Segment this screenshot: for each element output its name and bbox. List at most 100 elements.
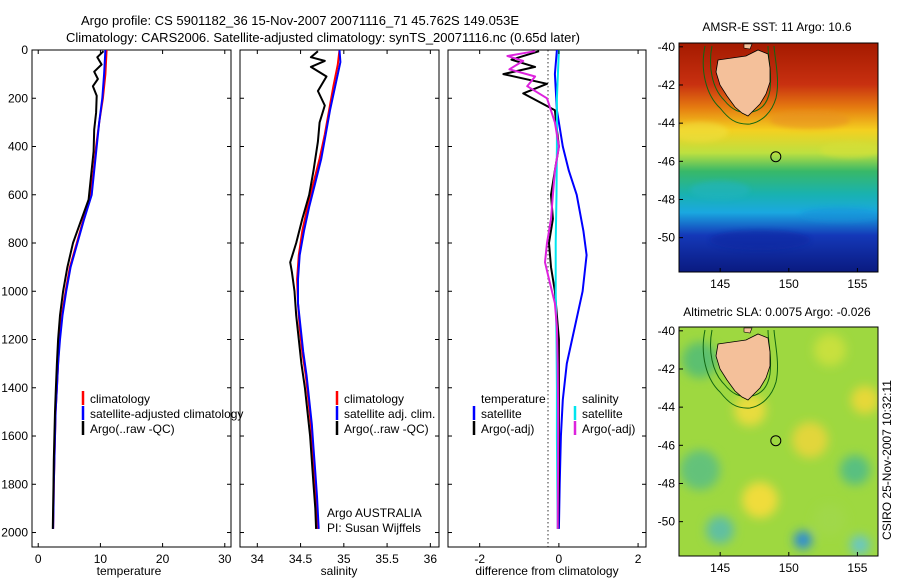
legend-label-temp-argo: Argo(-adj) [481, 422, 534, 436]
x-tick-label: 0 [35, 552, 42, 566]
sst-map-ticks: 145 150 155 -40 -42 -44 -46 -48 -50 [658, 40, 868, 291]
x-tick-label: 10 [94, 552, 108, 566]
y-tick-label: -44 [658, 116, 676, 130]
y-tick-label: -46 [658, 154, 676, 168]
x-tick-label: 36 [424, 552, 438, 566]
sla-map-image [679, 327, 878, 556]
tasmania-landmass [715, 49, 771, 117]
sla-map-overlay [702, 327, 782, 447]
temperature-legend: climatology satellite-adjusted climatolo… [81, 391, 243, 436]
argo-location-marker [770, 151, 782, 163]
sla-map-ticks: 145 150 155 -40 -42 -44 -46 -48 -50 [658, 324, 868, 575]
sst-map-overlay [702, 43, 782, 163]
legend-label-argo: Argo(..raw -QC) [90, 422, 175, 436]
legend-header-salinity: salinity [582, 392, 619, 406]
sst-map-image [679, 43, 878, 272]
legend-label-climatology: climatology [90, 392, 150, 406]
y-tick-label: 400 [8, 140, 28, 154]
difference-legend: temperature satellite Argo(-adj) salinit… [472, 392, 635, 436]
y-tick-label: -44 [658, 400, 676, 414]
series-line-temperature-argo-adj [502, 50, 560, 529]
x-tick-label: 35.5 [375, 552, 399, 566]
legend-label-argo: Argo(..raw -QC) [344, 422, 429, 436]
series-line-salinity-argo-adj [506, 50, 560, 529]
x-tick-label: 35 [337, 552, 351, 566]
y-tick-label: 800 [8, 236, 28, 250]
temperature-axes [31, 49, 232, 548]
salinity-axes [239, 49, 440, 548]
x-tick-label: 145 [710, 277, 730, 291]
salinity-series [289, 50, 342, 529]
argo-location-marker [770, 435, 782, 447]
y-tick-label: 0 [21, 43, 28, 57]
y-tick-label: -42 [658, 78, 676, 92]
legend-label-satellite: satellite-adjusted climatology [90, 407, 243, 421]
figure-title-line1: Argo profile: CS 5901182_36 15-Nov-2007 … [81, 13, 519, 28]
y-tick-label: -50 [658, 231, 676, 245]
temperature-xlabel: temperature [97, 564, 162, 578]
temperature-series [51, 50, 108, 529]
series-line-climatology [296, 50, 341, 529]
y-tick-label: 1000 [1, 284, 28, 298]
side-timestamp: CSIRO 25-Nov-2007 10:32:11 [880, 380, 894, 540]
x-tick-label: 150 [779, 277, 799, 291]
x-tick-label: 0 [556, 552, 563, 566]
salinity-xlabel: salinity [321, 564, 358, 578]
y-tick-label: 2000 [1, 526, 28, 540]
owner-annotation-line2: PI: Susan Wijffels [327, 521, 421, 535]
difference-series [502, 50, 588, 547]
legend-header-temperature: temperature [481, 392, 546, 406]
tasmania-landmass [715, 333, 771, 401]
series-line-argo-raw-qc [51, 50, 105, 529]
sst-map-axes [678, 42, 879, 273]
difference-axes [447, 49, 647, 548]
x-tick-label: 30 [218, 552, 232, 566]
sla-map-axes [678, 326, 879, 557]
y-tick-label: -42 [658, 362, 676, 376]
legend-label-climatology: climatology [344, 392, 404, 406]
x-tick-label: 20 [156, 552, 170, 566]
x-tick-label: 150 [779, 561, 799, 575]
sst-map-title: AMSR-E SST: 11 Argo: 10.6 [702, 20, 852, 34]
y-tick-label: 1600 [1, 429, 28, 443]
y-tick-label: 1400 [1, 381, 28, 395]
sla-map-title: Altimetric SLA: 0.0075 Argo: -0.026 [683, 305, 871, 319]
y-tick-label: 1200 [1, 333, 28, 347]
legend-label-satellite: satellite adj. clim. [344, 407, 435, 421]
salinity-legend: climatology satellite adj. clim. Argo(..… [335, 391, 435, 436]
x-tick-label: 145 [710, 561, 730, 575]
series-line-satellite-adj-clim [297, 50, 342, 529]
series-line-argo-raw-qc [289, 50, 328, 529]
owner-annotation-line1: Argo AUSTRALIA [327, 506, 422, 520]
island-landmass [743, 43, 753, 50]
legend-label-temp-satellite: satellite [481, 407, 522, 421]
x-tick-label: 2 [635, 552, 642, 566]
y-tick-label: 600 [8, 188, 28, 202]
depth-contour [702, 329, 779, 409]
difference-ticks: -2 0 2 [448, 49, 646, 566]
y-tick-label: -48 [658, 476, 676, 490]
y-tick-label: -48 [658, 192, 676, 206]
y-tick-label: 200 [8, 91, 28, 105]
x-tick-label: 155 [847, 561, 867, 575]
depth-contour [702, 45, 779, 125]
series-line-temperature-satellite [553, 50, 588, 529]
legend-label-sal-satellite: satellite [582, 407, 623, 421]
figure-title-line2: Climatology: CARS2006. Satellite-adjuste… [66, 30, 580, 45]
difference-xlabel: difference from climatology [475, 564, 618, 578]
salinity-ticks: 34 34.5 35 35.5 36 [240, 49, 439, 566]
x-tick-label: 34.5 [289, 552, 313, 566]
y-tick-label: -46 [658, 438, 676, 452]
legend-label-sal-argo: Argo(-adj) [582, 422, 635, 436]
y-tick-label: -50 [658, 515, 676, 529]
series-line-satellite-adjusted-climatology [52, 50, 107, 529]
x-tick-label: 34 [251, 552, 265, 566]
y-tick-label: -40 [658, 40, 676, 54]
island-landmass [743, 327, 753, 334]
x-tick-label: 155 [847, 277, 867, 291]
y-tick-label: -40 [658, 324, 676, 338]
temperature-ticks: 0 10 20 30 0 200 400 600 800 1000 1200 1400 1600 1800… [1, 43, 231, 566]
y-tick-label: 1800 [1, 477, 28, 491]
x-tick-label: -2 [474, 552, 485, 566]
